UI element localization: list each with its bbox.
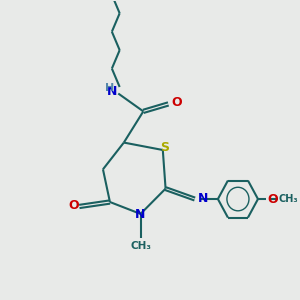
Text: N: N [106,85,117,98]
Text: O: O [68,200,79,212]
Text: S: S [160,141,169,154]
Text: N: N [135,208,146,221]
Text: N: N [198,192,208,205]
Text: CH₃: CH₃ [130,241,151,251]
Text: O: O [172,96,182,109]
Text: H: H [105,83,114,93]
Text: O: O [267,193,278,206]
Text: CH₃: CH₃ [279,194,298,204]
